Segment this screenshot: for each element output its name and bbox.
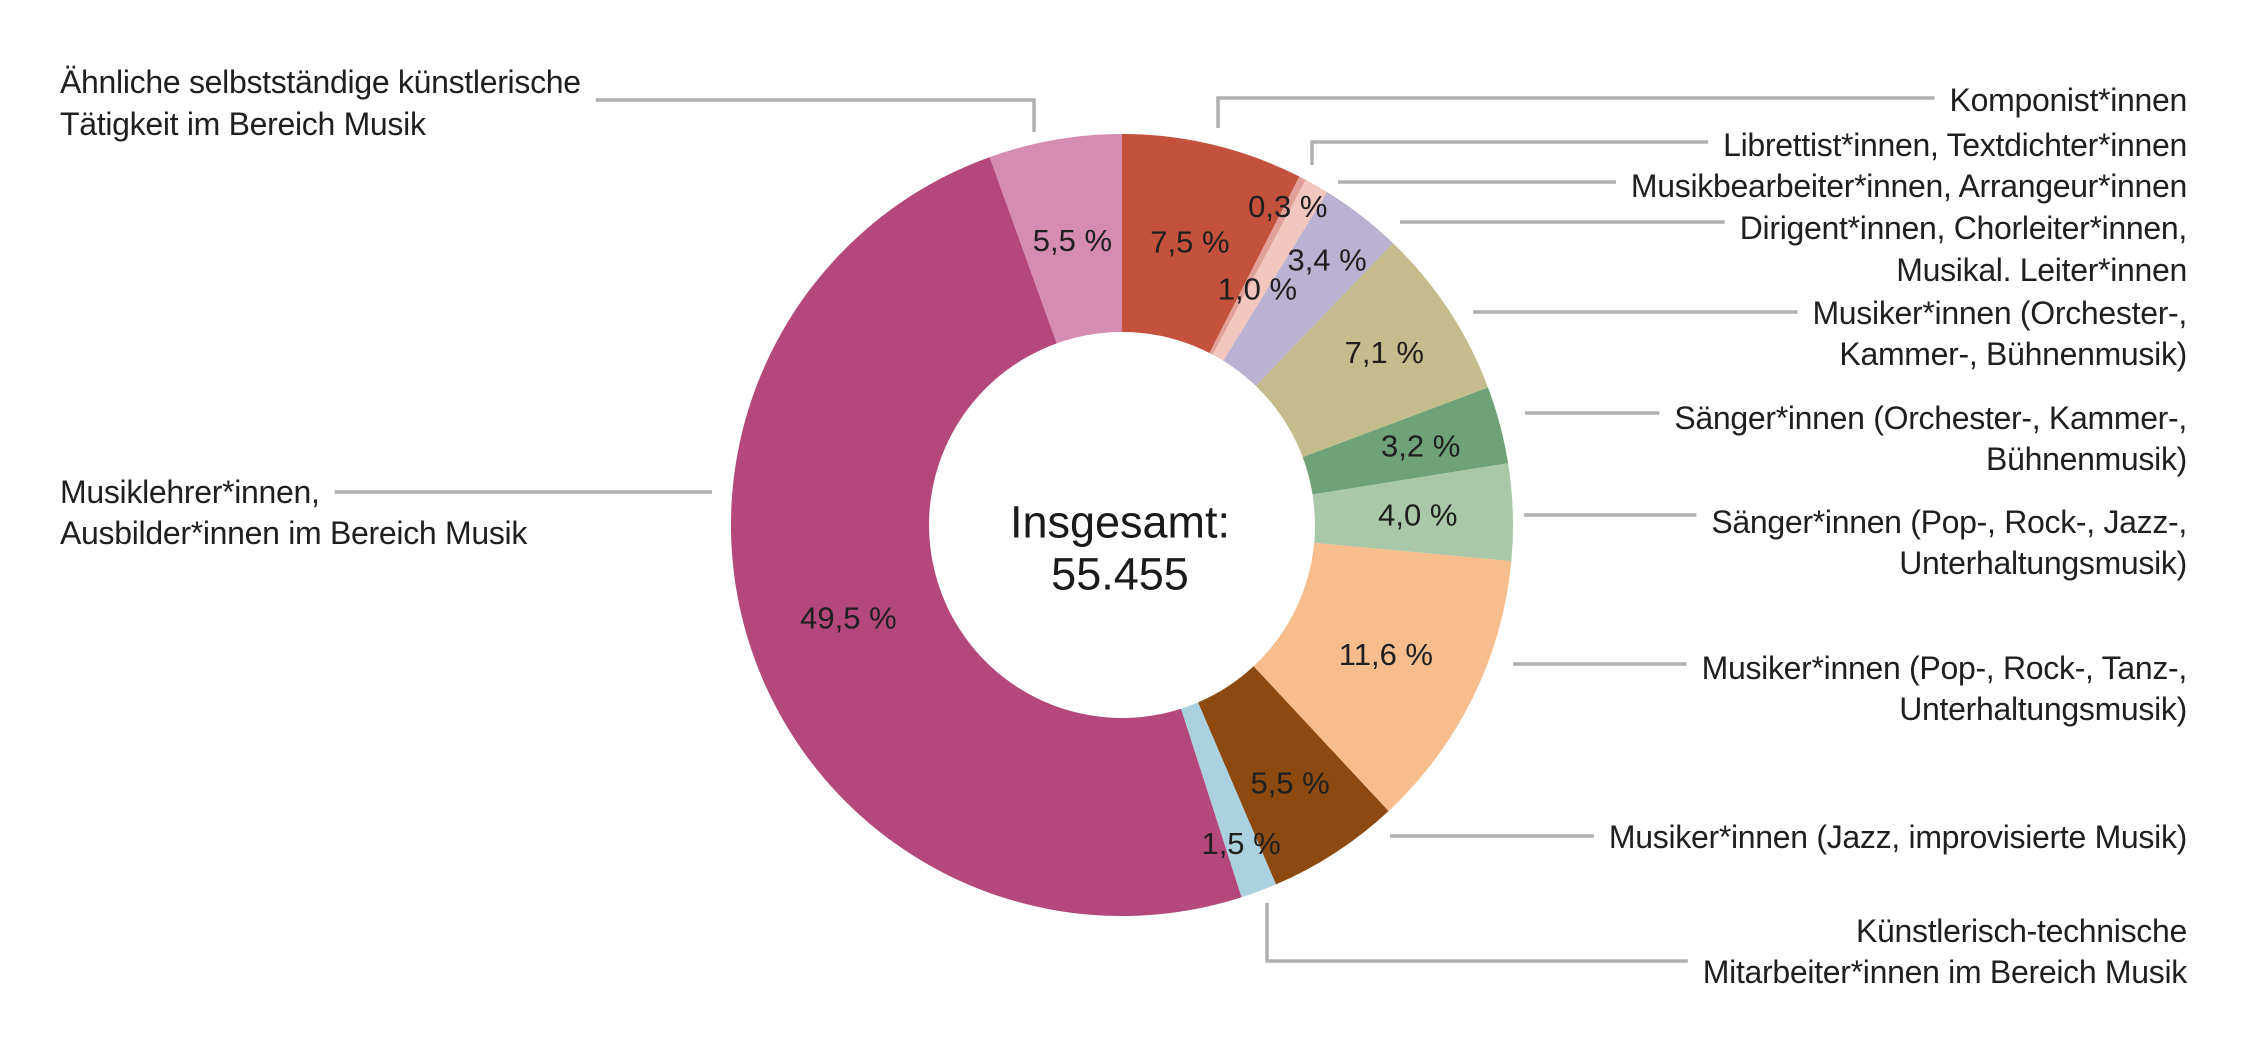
category-label-aehnliche-taetigkeit: Tätigkeit im Bereich Musik (60, 106, 427, 142)
slice-librettist-textdichter (1209, 176, 1306, 355)
percent-label-saenger-orchester: 3,2 % (1381, 428, 1460, 463)
slice-komponist (1122, 134, 1300, 353)
category-label-saenger-pop-rock-jazz: Unterhaltungsmusik) (1899, 545, 2187, 581)
leader-lines-group (334, 96, 1935, 963)
percent-label-kuenstlerisch-technische: 1,5 % (1201, 826, 1280, 861)
slice-musikbearbeiter-arrangeur (1212, 179, 1328, 361)
category-label-librettist-textdichter: Librettist*innen, Textdichter*innen (1723, 127, 2187, 163)
category-label-saenger-pop-rock-jazz: Sänger*innen (Pop-, Rock-, Jazz-, (1711, 504, 2187, 540)
category-label-musikbearbeiter-arrangeur: Musikbearbeiter*innen, Arrangeur*innen (1631, 168, 2187, 204)
category-label-musiklehrer-ausbilder: Musiklehrer*innen, (60, 474, 320, 510)
category-label-musiker-pop-rock-tanz: Unterhaltungsmusik) (1899, 691, 2187, 727)
category-label-kuenstlerisch-technische: Mitarbeiter*innen im Bereich Musik (1703, 954, 2189, 990)
category-label-dirigent-chorleiter: Musikal. Leiter*innen (1896, 252, 2187, 288)
category-label-aehnliche-taetigkeit: Ähnliche selbstständige künstlerische (60, 64, 581, 100)
leader-line-kuenstlerisch-technische (1265, 903, 1688, 963)
category-label-musiker-pop-rock-tanz: Musiker*innen (Pop-, Rock-, Tanz-, (1702, 650, 2187, 686)
category-label-dirigent-chorleiter: Dirigent*innen, Chorleiter*innen, (1740, 210, 2187, 246)
percent-label-aehnliche-taetigkeit: 5,5 % (1033, 223, 1112, 258)
percent-label-komponist: 7,5 % (1150, 225, 1229, 260)
category-label-komponist: Komponist*innen (1950, 82, 2187, 118)
slice-musiker-pop-rock-tanz (1253, 542, 1512, 812)
total-caption-line1: Insgesamt: (1010, 497, 1230, 548)
percent-label-musikbearbeiter-arrangeur: 1,0 % (1218, 272, 1297, 307)
slice-musiker-orchester (1255, 243, 1489, 458)
slices-group (730, 134, 1514, 917)
leader-line-librettist-textdichter (1310, 140, 1709, 165)
category-label-saenger-orchester: Sänger*innen (Orchester-, Kammer-, (1674, 400, 2187, 436)
percent-label-musiker-jazz: 5,5 % (1250, 766, 1329, 801)
category-label-musiker-orchester: Kammer-, Bühnenmusik) (1839, 336, 2187, 372)
leader-line-aehnliche-taetigkeit (595, 98, 1036, 132)
leader-line-komponist (1216, 96, 1935, 128)
category-labels-group: Komponist*innen Librettist*innen, Textdic… (60, 64, 2189, 990)
category-label-saenger-orchester: Bühnenmusik) (1986, 441, 2187, 477)
slice-aehnliche-taetigkeit (989, 134, 1122, 344)
percent-label-dirigent-chorleiter: 3,4 % (1287, 243, 1366, 278)
percent-label-musiker-pop-rock-tanz: 11,6 % (1339, 637, 1433, 672)
slice-musiklehrer-ausbilder (730, 157, 1242, 917)
percent-labels-group: 7,5 % 0,3 % 1,0 %3,4 % 7,1 % 3,2 % 4,0 % 11,6 … (800, 189, 1460, 861)
category-label-musiker-orchester: Musiker*innen (Orchester-, (1812, 295, 2187, 331)
slice-saenger-orchester (1302, 387, 1509, 495)
slice-saenger-pop-rock-jazz (1312, 463, 1514, 562)
percent-label-librettist-textdichter: 0,3 % (1248, 189, 1327, 224)
category-label-musiker-jazz: Musiker*innen (Jazz, improvisierte Musik… (1609, 819, 2187, 855)
slice-dirigent-chorleiter (1223, 192, 1393, 386)
slice-musiker-jazz (1198, 666, 1389, 885)
category-label-kuenstlerisch-technische: Künstlerisch-technische (1856, 913, 2187, 949)
percent-label-musiklehrer-ausbilder: 49,5 % (800, 601, 897, 636)
percent-label-musiker-orchester: 7,1 % (1345, 335, 1424, 370)
category-label-musiklehrer-ausbilder: Ausbilder*innen im Bereich Musik (60, 515, 528, 551)
slice-kuenstlerisch-technische (1181, 702, 1277, 898)
percent-label-saenger-pop-rock-jazz: 4,0 % (1378, 498, 1457, 533)
total-caption-line2: 55.455 (1051, 549, 1189, 600)
